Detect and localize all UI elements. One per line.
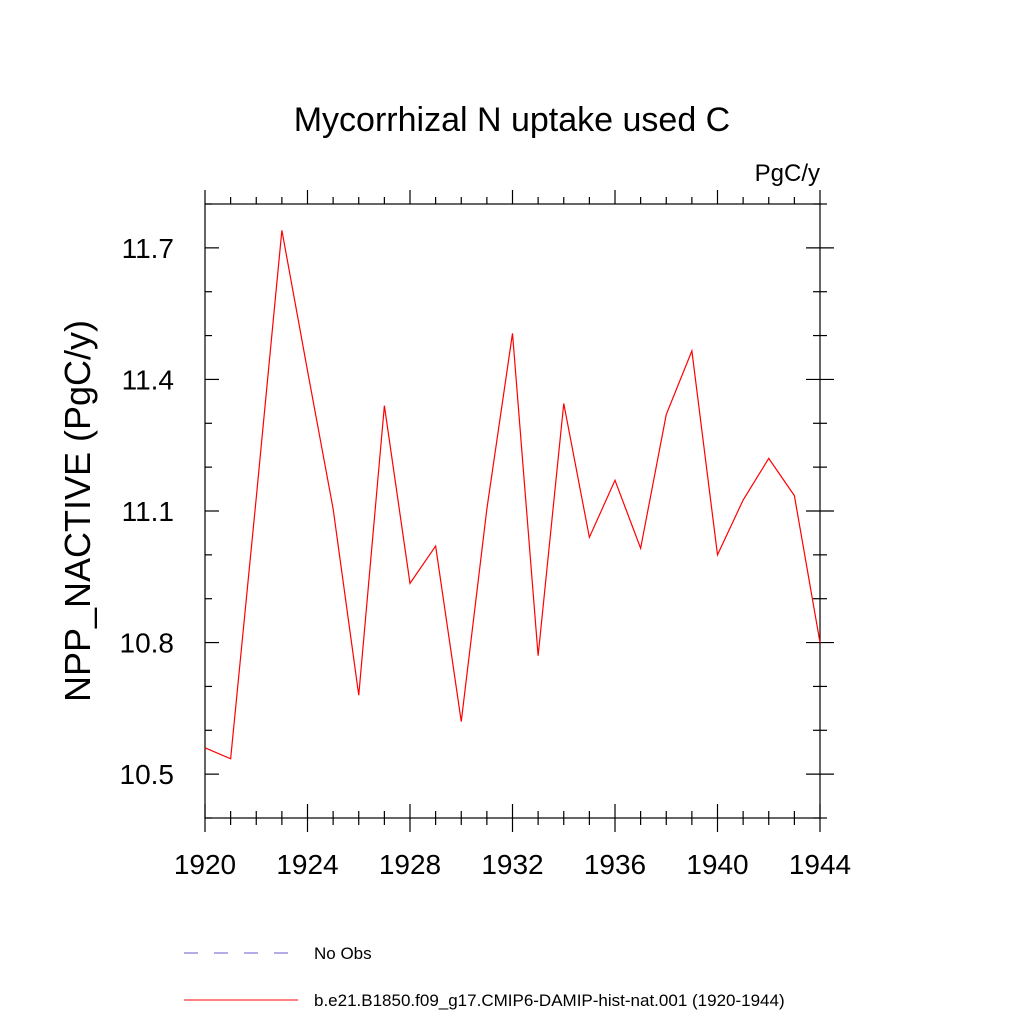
x-tick-label: 1924 [276, 849, 338, 880]
plot-frame [204, 203, 821, 819]
y-tick-label: 11.7 [122, 233, 174, 264]
x-tick-label: 1932 [481, 849, 543, 880]
y-tick-label: 10.5 [120, 759, 175, 790]
x-tick-label: 1920 [174, 849, 236, 880]
units-label: PgC/y [755, 160, 820, 187]
chart-title: Mycorrhizal N uptake used C [294, 101, 731, 139]
y-tick-label: 11.4 [122, 364, 174, 395]
legend-label-series: b.e21.B1850.f09_g17.CMIP6-DAMIP-hist-nat… [314, 991, 785, 1010]
series-line [204, 230, 821, 760]
legend-label-no-obs: No Obs [314, 944, 372, 963]
y-tick-labels: 10.5 10.8 11.1 11.4 11.7 [120, 233, 175, 790]
y-tick-label: 11.1 [122, 496, 174, 527]
x-tick-label: 1928 [379, 849, 441, 880]
y-axis-label: NPP_NACTIVE (PgC/y) [57, 320, 98, 702]
axis-ticks [204, 190, 834, 832]
legend: No Obs b.e21.B1850.f09_g17.CMIP6-DAMIP-h… [184, 944, 785, 1010]
y-tick-label: 10.8 [120, 628, 175, 659]
x-tick-label: 1944 [789, 849, 851, 880]
x-tick-labels: 1920 1924 1928 1932 1936 1940 1944 [174, 849, 851, 880]
x-tick-label: 1940 [686, 849, 748, 880]
x-tick-label: 1936 [584, 849, 646, 880]
series-group [204, 230, 821, 760]
